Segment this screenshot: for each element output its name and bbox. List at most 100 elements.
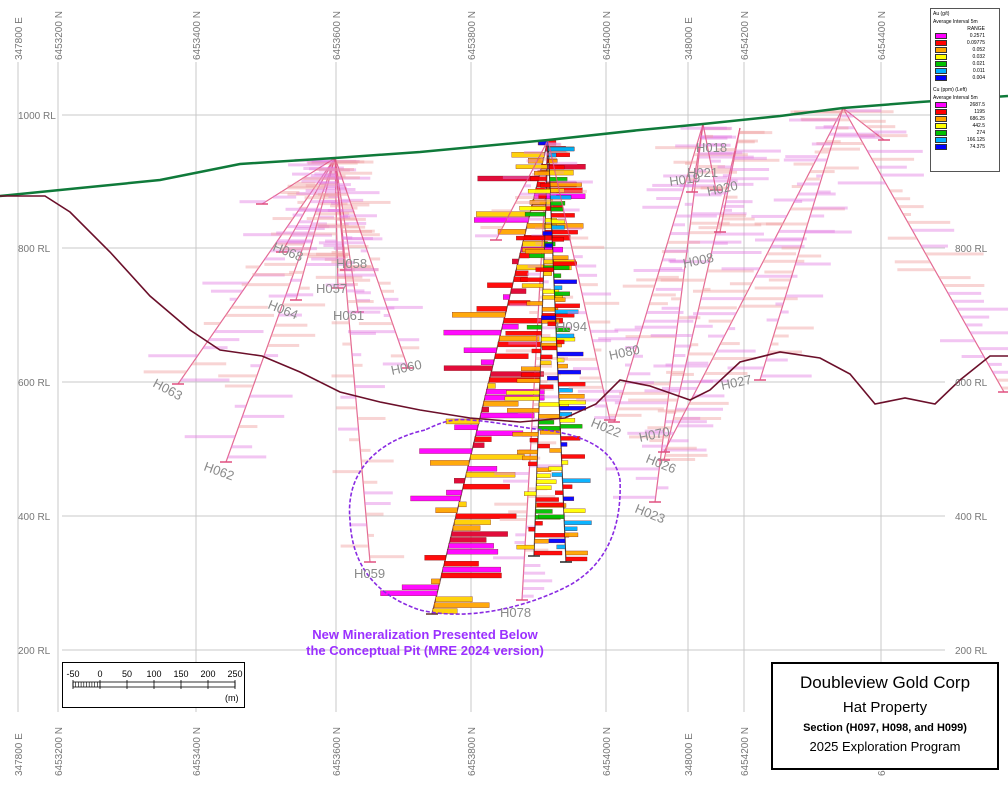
assay-interval — [542, 289, 560, 294]
assay-interval — [343, 265, 373, 269]
assay-interval — [340, 395, 356, 399]
assay-interval — [249, 394, 293, 398]
assay-interval — [724, 195, 738, 199]
assay-interval — [494, 472, 530, 475]
assay-interval — [306, 217, 357, 221]
assay-interval — [454, 424, 478, 431]
assay-interval — [367, 533, 374, 537]
cu-legend-items: 2687.5 1195 686.25 442.5 274 166.125 74.375 — [931, 101, 999, 150]
assay-interval — [326, 168, 350, 172]
assay-interval — [340, 216, 351, 219]
new-mineralization-outline — [348, 418, 621, 615]
assay-interval — [350, 331, 376, 335]
assay-interval — [571, 245, 605, 249]
assay-interval — [1001, 386, 1008, 390]
assay-interval — [287, 192, 310, 196]
assay-interval — [554, 297, 566, 302]
assay-interval — [344, 221, 367, 225]
assay-interval — [594, 404, 607, 408]
assay-interval — [634, 325, 678, 329]
assay-interval — [689, 401, 729, 405]
assay-interval — [548, 146, 575, 152]
assay-interval — [690, 343, 699, 347]
assay-interval — [524, 212, 546, 217]
assay-interval — [673, 417, 722, 420]
drill-trace — [663, 107, 844, 453]
assay-interval — [817, 190, 831, 194]
assay-interval — [690, 221, 730, 225]
grid-label-top: 6454200 N — [740, 11, 751, 60]
assay-interval — [867, 149, 923, 153]
assay-interval — [534, 538, 549, 544]
assay-interval — [766, 318, 779, 322]
assay-interval — [320, 176, 371, 180]
drill-trace — [842, 107, 885, 141]
assay-interval — [323, 199, 351, 203]
assay-interval — [700, 297, 745, 301]
assay-interval — [625, 381, 654, 385]
assay-interval — [227, 455, 267, 459]
assay-interval — [480, 226, 503, 229]
legend-value: 0.004 — [972, 74, 985, 81]
assay-interval — [512, 432, 539, 437]
assay-interval — [338, 188, 356, 191]
assay-interval — [775, 326, 814, 330]
assay-interval — [270, 232, 308, 236]
assay-interval — [540, 183, 551, 188]
assay-interval — [528, 461, 538, 467]
assay-interval — [751, 214, 787, 218]
grid-label-top: 6453400 N — [192, 11, 203, 60]
assay-interval — [556, 351, 584, 357]
assay-interval — [961, 355, 984, 358]
legend-swatch — [935, 115, 947, 122]
assay-interval — [360, 448, 371, 452]
assay-interval — [288, 163, 325, 167]
drill-hole-label: H063 — [151, 375, 185, 403]
drill-hole — [576, 123, 748, 423]
assay-interval — [331, 374, 354, 378]
legend-item: 686.25 — [931, 115, 999, 122]
legend-swatch — [935, 136, 947, 143]
assay-interval — [321, 183, 340, 187]
assay-interval — [340, 214, 348, 218]
assay-interval — [783, 158, 828, 162]
assay-interval — [331, 168, 357, 172]
assay-interval — [592, 339, 612, 343]
assay-interval — [535, 364, 553, 368]
assay-interval — [764, 270, 793, 274]
assay-interval — [550, 207, 564, 212]
assay-interval — [707, 143, 724, 147]
assay-interval — [699, 135, 737, 139]
conceptual-pit-line — [0, 195, 1008, 423]
assay-interval — [604, 395, 622, 399]
legend-item: 166.125 — [931, 136, 999, 143]
assay-interval — [703, 126, 727, 130]
assay-interval — [688, 315, 697, 319]
legend-swatch — [935, 122, 947, 129]
assay-interval — [338, 427, 359, 431]
assay-interval — [734, 149, 781, 153]
assay-interval — [341, 198, 364, 202]
assay-interval — [349, 438, 360, 442]
scale-tick-label: 0 — [97, 669, 102, 679]
assay-interval — [357, 416, 386, 420]
assay-interval — [725, 200, 753, 204]
scale-bar: -50 0 50 100 150 200 250 (m) — [62, 662, 245, 708]
assay-interval — [333, 161, 358, 165]
grid-label-top: 347800 E — [14, 17, 25, 60]
assay-interval — [307, 255, 349, 259]
assay-interval — [317, 225, 337, 229]
assay-interval — [202, 281, 249, 285]
assay-interval — [316, 209, 341, 212]
assay-interval — [598, 337, 639, 341]
assay-interval — [548, 538, 566, 544]
assay-interval — [681, 380, 714, 384]
assay-interval — [564, 532, 579, 538]
drill-trace — [547, 139, 611, 421]
assay-interval — [280, 247, 311, 251]
assay-interval — [545, 243, 553, 248]
assay-interval — [324, 258, 345, 261]
assay-interval — [547, 152, 570, 158]
assay-interval — [347, 237, 383, 241]
grid-label-top: 6453600 N — [332, 11, 343, 60]
